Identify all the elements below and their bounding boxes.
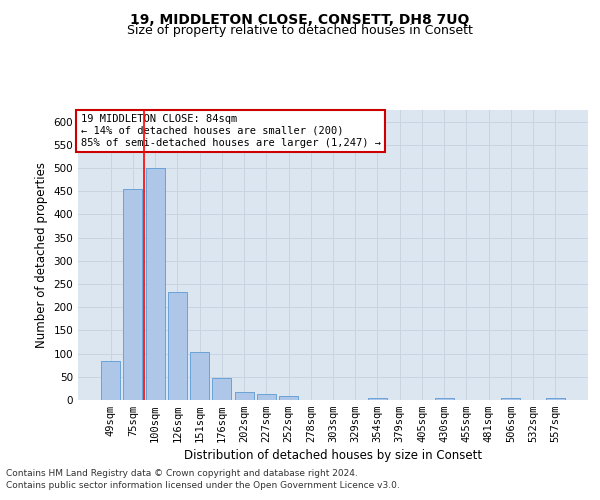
Y-axis label: Number of detached properties: Number of detached properties bbox=[35, 162, 48, 348]
Bar bbox=[279, 396, 298, 400]
Bar bbox=[435, 398, 454, 400]
Text: Contains HM Land Registry data © Crown copyright and database right 2024.: Contains HM Land Registry data © Crown c… bbox=[6, 468, 358, 477]
Bar bbox=[146, 168, 164, 400]
Text: Size of property relative to detached houses in Consett: Size of property relative to detached ho… bbox=[127, 24, 473, 37]
Bar bbox=[257, 394, 276, 400]
Text: 19, MIDDLETON CLOSE, CONSETT, DH8 7UQ: 19, MIDDLETON CLOSE, CONSETT, DH8 7UQ bbox=[130, 12, 470, 26]
Bar bbox=[168, 292, 187, 400]
Bar bbox=[546, 398, 565, 400]
Text: Contains public sector information licensed under the Open Government Licence v3: Contains public sector information licen… bbox=[6, 481, 400, 490]
Bar bbox=[212, 378, 231, 400]
Bar bbox=[124, 189, 142, 400]
Bar bbox=[368, 398, 387, 400]
Bar bbox=[502, 398, 520, 400]
Bar bbox=[101, 360, 120, 400]
Text: 19 MIDDLETON CLOSE: 84sqm
← 14% of detached houses are smaller (200)
85% of semi: 19 MIDDLETON CLOSE: 84sqm ← 14% of detac… bbox=[80, 114, 380, 148]
X-axis label: Distribution of detached houses by size in Consett: Distribution of detached houses by size … bbox=[184, 450, 482, 462]
Bar bbox=[235, 392, 254, 400]
Bar bbox=[190, 352, 209, 400]
